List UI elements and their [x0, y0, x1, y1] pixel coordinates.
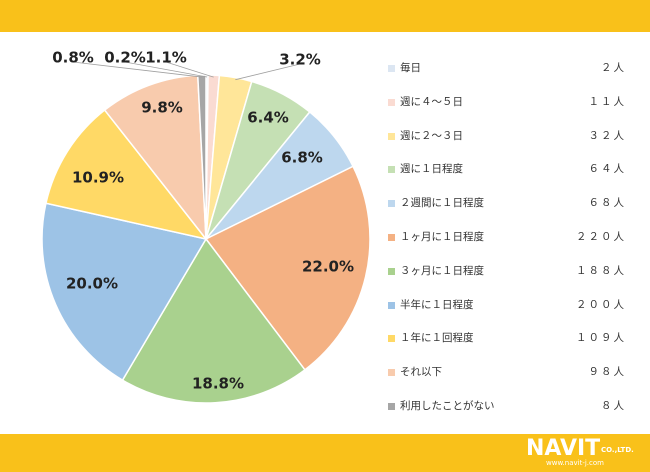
- legend-count-2: ３２人: [588, 129, 626, 142]
- legend-count-3: ６４人: [588, 163, 626, 176]
- slice-label-2: 3.2%: [279, 51, 321, 69]
- legend-count-10: ８人: [601, 399, 626, 412]
- top-bar: [0, 0, 650, 32]
- legend-item-10: 利用したことがない ８人: [386, 398, 626, 432]
- legend-swatch-6: [388, 267, 395, 275]
- legend-swatch-3: [388, 166, 395, 174]
- pie-slice-5: [204, 165, 371, 371]
- slice-label-7: 20.0%: [66, 275, 118, 293]
- logo-suffix: CO.,LTD.: [601, 446, 634, 454]
- navit-logo: NAVIT CO.,LTD. www.navit-j.com: [526, 438, 636, 468]
- legend-count-7: ２００人: [576, 298, 626, 311]
- legend-label-2: 週に２～３日: [400, 129, 463, 142]
- slice-label-1: 1.1%: [145, 49, 187, 67]
- legend: 毎日 ２人週に４～５日 １１人週に２～３日 ３２人週に１日程度 ６４人 ２週間に１日程度 ６…: [386, 60, 626, 432]
- pie-slice-7: [41, 202, 208, 382]
- legend-count-1: １１人: [588, 95, 626, 108]
- pie-slice-9: [103, 74, 207, 242]
- legend-label-9: それ以下: [400, 366, 442, 379]
- legend-label-0: 毎日: [400, 62, 421, 74]
- legend-swatch-5: [388, 233, 395, 241]
- legend-swatch-7: [388, 301, 395, 309]
- legend-swatch-8: [388, 335, 395, 343]
- legend-label-5: １ヶ月に１日程度: [400, 230, 484, 243]
- legend-label-8: １年に１回程度: [400, 332, 474, 345]
- legend-item-0: 毎日 ２人: [386, 60, 626, 94]
- slice-label-0: 0.2%: [104, 49, 146, 67]
- legend-swatch-0: [388, 65, 395, 72]
- legend-count-4: ６８人: [588, 197, 626, 210]
- legend-item-2: 週に２～３日 ３２人: [386, 128, 626, 162]
- legend-label-4: ２週間に１日程度: [400, 197, 484, 210]
- slice-label-6: 18.8%: [192, 375, 244, 393]
- slice-label-8: 10.9%: [72, 169, 124, 187]
- legend-label-1: 週に４～５日: [400, 95, 463, 108]
- pie-chart: 0.2% 1.1% 3.2% 6.4% 6.8% 22.0% 18.8% 20.0% 10.9%…: [41, 49, 371, 404]
- leader-line-2: [235, 63, 301, 81]
- legend-count-9: ９８人: [588, 366, 626, 379]
- legend-label-6: ３ヶ月に１日程度: [400, 264, 484, 277]
- leader-line-1: [165, 61, 214, 78]
- legend-item-6: ３ヶ月に１日程度 １８８人: [386, 263, 626, 297]
- legend-item-7: 半年に１日程度 ２００人: [386, 297, 626, 331]
- legend-count-6: １８８人: [576, 264, 626, 277]
- slice-label-4: 6.8%: [281, 149, 323, 167]
- legend-item-5: １ヶ月に１日程度 ２２０人: [386, 229, 626, 263]
- leader-line-0: [124, 61, 208, 78]
- pie-slice-8: [45, 108, 208, 241]
- leader-line-10: [72, 61, 202, 78]
- legend-label-10: 利用したことがない: [400, 399, 495, 412]
- legend-label-7: 半年に１日程度: [400, 298, 474, 311]
- legend-swatch-1: [388, 98, 395, 106]
- legend-count-0: ２人: [601, 62, 626, 74]
- legend-swatch-4: [388, 200, 395, 208]
- legend-label-3: 週に１日程度: [400, 163, 463, 176]
- slice-label-10: 0.8%: [52, 49, 94, 67]
- legend-item-3: 週に１日程度 ６４人: [386, 161, 626, 195]
- slice-label-3: 6.4%: [247, 109, 289, 127]
- legend-count-8: １０９人: [576, 332, 626, 345]
- legend-swatch-10: [388, 402, 395, 410]
- legend-swatch-2: [388, 132, 395, 140]
- logo-text: NAVIT: [526, 436, 601, 461]
- logo-url: www.navit-j.com: [546, 459, 604, 467]
- bottom-bar: [0, 434, 650, 472]
- pie-slice-6: [121, 237, 306, 404]
- legend-item-4: ２週間に１日程度 ６８人: [386, 195, 626, 229]
- legend-item-8: １年に１回程度 １０９人: [386, 330, 626, 364]
- legend-count-5: ２２０人: [576, 230, 626, 243]
- slice-label-5: 22.0%: [302, 258, 354, 276]
- legend-item-1: 週に４～５日 １１人: [386, 94, 626, 128]
- legend-item-9: それ以下 ９８人: [386, 364, 626, 398]
- slice-label-9: 9.8%: [141, 99, 183, 117]
- legend-swatch-9: [388, 369, 395, 377]
